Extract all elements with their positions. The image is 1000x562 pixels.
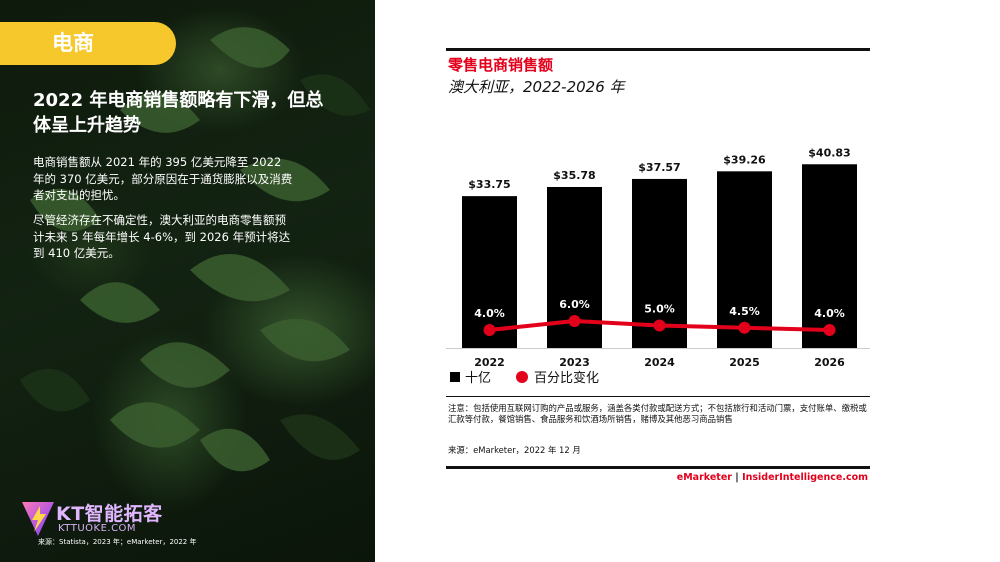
percent-point-2023 <box>568 315 581 327</box>
left-panel: 电商 2022 年电商销售额略有下滑，但总体呈上升趋势 电商销售额从 2021 … <box>0 0 375 562</box>
brand-emarketer: eMarketer <box>676 472 732 483</box>
body-paragraph-2: 尽管经济存在不确定性，澳大利亚的电商零售额预计未来 5 年每年增长 4-6%，到… <box>33 213 291 260</box>
bar-value-label: $33.75 <box>468 178 510 191</box>
body-paragraph-1: 电商销售额从 2021 年的 395 亿美元降至 2022 年的 370 亿美元… <box>33 155 293 202</box>
leaves-background-image <box>20 27 370 472</box>
legend-label-line: 百分比变化 <box>534 370 599 386</box>
section-tag: 电商 <box>0 22 176 65</box>
chart-plot: $33.75 2022 $35.78 2023 $37.57 2024 $39.26 2025… <box>446 146 870 386</box>
brand-footer: eMarketer | InsiderIntelligence.com <box>677 472 868 483</box>
percent-value-label: 4.5% <box>729 305 760 318</box>
chart-note: 注意：包括使用互联网订购的产品或服务，涵盖各类付款或配送方式；不包括旅行和活动门… <box>448 403 867 424</box>
headline: 2022 年电商销售额略有下滑，但总体呈上升趋势 <box>33 90 324 136</box>
x-tick-label: 2022 <box>474 356 505 369</box>
percent-value-label: 5.0% <box>644 303 675 316</box>
brand-insider-intelligence: InsiderIntelligence.com <box>742 472 868 483</box>
bar-value-label: $37.57 <box>638 161 680 174</box>
card-bottom-rule <box>446 466 870 469</box>
percent-value-label: 6.0% <box>559 298 590 311</box>
logo-url: KTTUOKE.COM <box>58 523 137 534</box>
x-tick-label: 2025 <box>729 356 760 369</box>
left-source-note: 来源：Statista，2023 年；eMarketer，2022 年 <box>38 538 197 546</box>
x-tick-label: 2026 <box>814 356 845 369</box>
kt-logo-icon <box>22 502 54 536</box>
chart-subtitle: 澳大利亚，2022-2026 年 <box>448 78 625 96</box>
chart-note-rule <box>446 396 870 397</box>
percent-point-2022 <box>483 324 496 336</box>
percent-point-2025 <box>738 321 751 334</box>
chart-card: 零售电商销售额 澳大利亚，2022-2026 年 $33.75 2022 $35.7… <box>446 48 870 488</box>
logo-text: KT智能拓客 <box>56 503 163 525</box>
percent-value-label: 4.0% <box>814 307 845 320</box>
brand-separator: | <box>735 472 739 483</box>
bar-value-label: $40.83 <box>808 146 850 159</box>
chart-title: 零售电商销售额 <box>448 56 554 74</box>
x-tick-label: 2023 <box>559 356 590 369</box>
legend-label-bars: 十亿 <box>465 371 491 386</box>
percent-value-label: 4.0% <box>474 307 505 320</box>
percent-point-2026 <box>823 324 836 336</box>
bar-2026 <box>802 164 857 348</box>
bar-2022 <box>462 196 517 348</box>
bar-2025 <box>717 171 772 348</box>
chart-source: 来源：eMarketer，2022 年 12 月 <box>448 445 581 455</box>
legend-swatch-line <box>516 371 528 383</box>
bar-value-label: $35.78 <box>553 169 595 182</box>
bar-value-label: $39.26 <box>723 153 766 166</box>
percent-point-2024 <box>653 319 666 332</box>
card-top-rule <box>446 48 870 51</box>
x-tick-label: 2024 <box>644 356 675 369</box>
legend-swatch-bars <box>450 372 460 382</box>
